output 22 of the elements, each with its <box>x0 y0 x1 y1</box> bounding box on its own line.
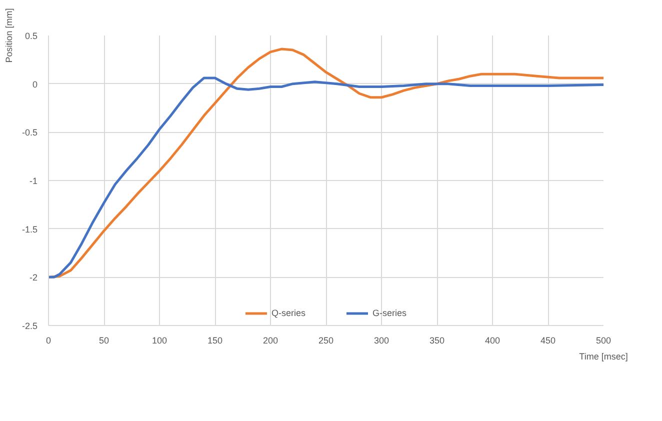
y-tick-label: -0.5 <box>22 128 38 138</box>
y-tick-label: 0.5 <box>24 31 38 41</box>
x-tick-label: 100 <box>152 336 168 346</box>
y-tick-label: -1 <box>30 176 38 186</box>
x-tick-label: 200 <box>262 336 278 346</box>
y-tick-label: -2.5 <box>22 321 38 331</box>
y-axis-title: Position [mm] <box>4 8 14 63</box>
x-tick-label: 450 <box>540 336 556 346</box>
y-tick-label: -1.5 <box>22 224 38 234</box>
x-tick-label: 250 <box>318 336 334 346</box>
x-tick-label: 400 <box>484 336 500 346</box>
x-tick-label: 500 <box>596 336 612 346</box>
legend-label: Q-series <box>271 308 306 318</box>
x-tick-label: 300 <box>374 336 390 346</box>
x-axis-title: Time [msec] <box>579 352 628 362</box>
x-tick-label: 150 <box>207 336 223 346</box>
x-tick-label: 0 <box>46 336 52 346</box>
legend-label: G-series <box>372 308 407 318</box>
x-tick-label: 350 <box>429 336 445 346</box>
y-tick-label: -2 <box>30 272 38 283</box>
x-tick-label: 50 <box>98 336 110 346</box>
y-tick-label: 0 <box>32 79 38 90</box>
